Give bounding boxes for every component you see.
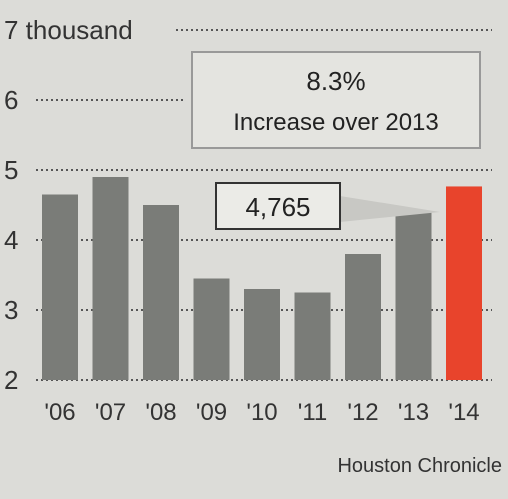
source-credit: Houston Chronicle (337, 455, 502, 477)
x-tick-label: '07 (95, 399, 126, 426)
bar-08 (143, 205, 179, 380)
bar-13 (395, 212, 432, 380)
bar-07 (92, 177, 129, 380)
x-tick-label: '08 (145, 399, 176, 426)
x-tick-label: '10 (246, 399, 277, 426)
bar-14 (446, 186, 482, 380)
x-axis-ticks: '06 '07 '08 '09 '10 '11 '12 '13 '14 (44, 399, 479, 426)
callout-text: Increase over 2013 (233, 109, 438, 136)
y-tick-label: 3 (4, 295, 18, 325)
y-tick-label: 5 (4, 155, 18, 185)
x-tick-label: '11 (298, 399, 328, 426)
y-tick-label: 6 (4, 85, 18, 115)
bars (42, 177, 482, 380)
bar-10 (244, 289, 280, 380)
x-tick-label: '06 (44, 399, 75, 426)
value-label-group: 4,765 (215, 182, 440, 230)
x-tick-label: '12 (347, 399, 378, 426)
bar-11 (294, 292, 331, 380)
y-tick-label: 4 (4, 225, 18, 255)
y-tick-label: 7 thousand (4, 15, 133, 45)
bar-12 (345, 254, 381, 380)
bar-06 (42, 194, 78, 380)
value-label-pointer (340, 196, 440, 222)
y-tick-label: 2 (4, 365, 18, 395)
y-axis-ticks: 2 3 4 5 6 7 thousand (4, 15, 133, 395)
value-label-box (215, 182, 341, 230)
x-tick-label: '14 (448, 399, 479, 426)
callout-box (191, 51, 481, 149)
callout-percent: 8.3% (306, 66, 365, 96)
increase-callout: 8.3% Increase over 2013 (191, 51, 481, 149)
value-label: 4,765 (245, 192, 310, 222)
bar-09 (193, 278, 230, 380)
x-tick-label: '09 (196, 399, 227, 426)
x-tick-label: '13 (398, 399, 429, 426)
